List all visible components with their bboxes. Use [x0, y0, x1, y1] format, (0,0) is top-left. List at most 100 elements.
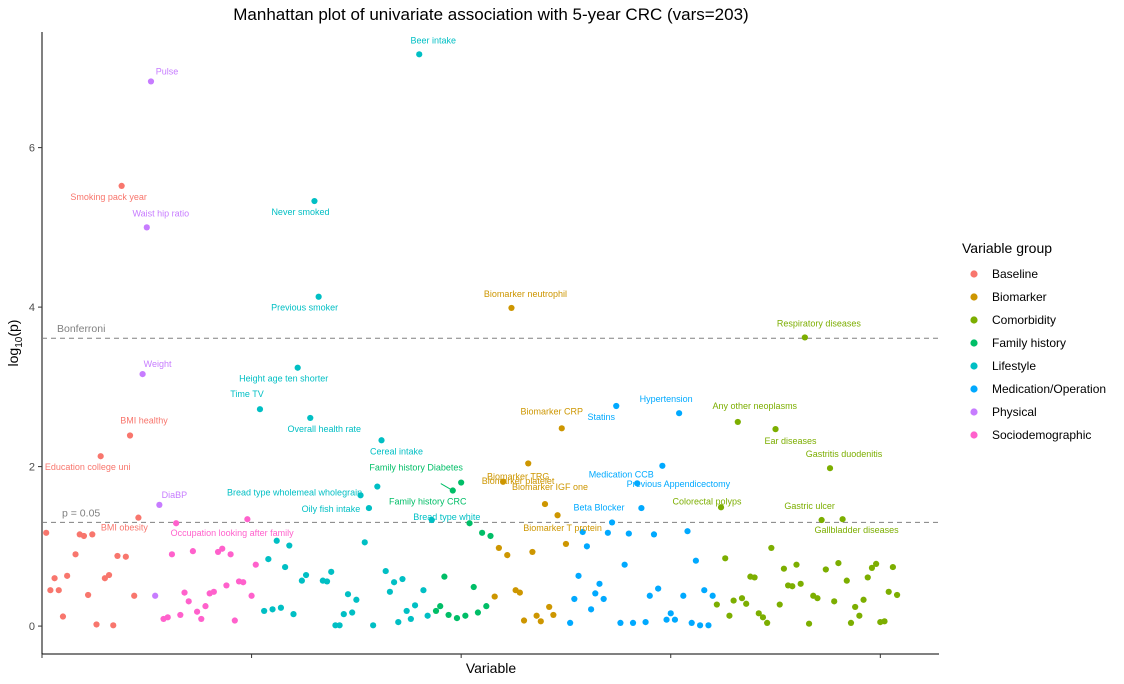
data-point	[420, 587, 427, 594]
reference-line-label: p = 0.05	[62, 507, 100, 519]
data-point	[537, 618, 544, 625]
point-label: Occupation looking after family	[171, 528, 295, 538]
point-label: Overall health rate	[287, 424, 361, 434]
plot-panel: Bonferroni p = 0.05 0 2 4 6 Education colleg…	[29, 32, 939, 658]
data-point	[424, 612, 431, 619]
data-point	[193, 608, 201, 615]
data-point	[59, 613, 67, 620]
data-point	[147, 78, 155, 85]
data-point	[655, 585, 662, 592]
data-point	[504, 552, 511, 559]
data-point	[889, 563, 896, 571]
data-point	[432, 607, 440, 615]
point-label: Weight	[144, 359, 172, 369]
y-axis-title-main: log	[5, 348, 21, 367]
label-leader-line	[440, 483, 454, 491]
data-point	[231, 617, 238, 624]
data-point	[701, 587, 708, 594]
data-point	[860, 596, 867, 603]
data-point	[265, 556, 272, 563]
legend-label: Baseline	[992, 267, 1038, 281]
legend-key	[970, 339, 978, 347]
data-point	[386, 588, 394, 595]
data-point	[210, 588, 217, 595]
point-label: DiaBP	[162, 490, 188, 500]
data-point	[365, 504, 373, 512]
data-point	[705, 622, 712, 629]
data-point	[835, 559, 842, 567]
data-point	[805, 620, 813, 627]
data-point	[621, 561, 628, 568]
point-label: Biomarker CRP	[520, 406, 583, 416]
data-point	[831, 598, 838, 605]
data-point	[768, 544, 775, 552]
data-point	[508, 304, 515, 312]
legend-label: Sociodemographic	[992, 428, 1091, 442]
data-point	[873, 560, 880, 567]
point-label: Family history CRC	[389, 497, 467, 507]
data-point	[793, 561, 800, 568]
legend-key	[970, 431, 978, 439]
point-label: Biomarker IGF one	[512, 482, 588, 492]
data-point	[843, 577, 850, 584]
data-point	[298, 577, 305, 584]
point-label: Gallbladder diseases	[815, 525, 900, 535]
data-point	[550, 611, 557, 619]
point-label: Beer intake	[410, 35, 456, 45]
data-point	[252, 561, 259, 568]
point-label: Biomarker T protein	[523, 523, 602, 533]
data-point	[164, 614, 171, 621]
data-point	[256, 406, 264, 413]
data-point	[479, 529, 486, 536]
data-point	[168, 551, 176, 558]
legend-key	[970, 408, 978, 416]
data-point	[152, 592, 159, 599]
data-point	[516, 589, 523, 596]
data-point	[290, 611, 297, 618]
legend-label: Family history	[992, 336, 1066, 350]
data-point	[625, 530, 632, 537]
y-tick-label: 4	[29, 302, 35, 314]
data-point	[684, 528, 691, 535]
data-point	[814, 595, 821, 602]
data-point	[202, 603, 209, 610]
data-point	[390, 579, 398, 586]
data-point	[340, 611, 347, 618]
data-point	[349, 609, 356, 616]
y-tick-label: 0	[29, 621, 35, 633]
data-point	[64, 572, 71, 579]
data-point	[738, 595, 746, 602]
data-point	[856, 612, 863, 619]
data-point	[868, 564, 876, 571]
data-point	[755, 610, 762, 617]
data-point	[139, 371, 146, 378]
legend-title: Variable group	[962, 240, 1052, 256]
data-point	[307, 414, 314, 422]
data-point	[248, 592, 255, 599]
point-label: Respiratory diseases	[777, 318, 862, 328]
data-point	[613, 402, 620, 410]
data-point	[554, 512, 561, 519]
data-point	[227, 551, 234, 558]
data-point	[491, 593, 498, 600]
legend-label: Comorbidity	[992, 313, 1056, 327]
data-point	[361, 539, 368, 546]
data-point	[692, 557, 699, 564]
point-label: Biomarker platelet	[482, 476, 555, 486]
data-point	[717, 504, 725, 511]
data-point	[240, 579, 247, 586]
data-point	[282, 563, 289, 571]
data-point	[399, 575, 406, 583]
data-point	[483, 603, 490, 610]
data-point	[177, 611, 184, 619]
data-point	[759, 614, 767, 621]
data-point	[680, 592, 687, 599]
data-point	[126, 432, 134, 439]
legend-label: Lifestyle	[992, 359, 1036, 373]
data-point	[722, 555, 729, 562]
y-tick-label: 2	[29, 462, 35, 474]
data-point	[219, 545, 226, 552]
y-tick-label: 6	[29, 143, 35, 155]
data-point	[466, 520, 473, 527]
